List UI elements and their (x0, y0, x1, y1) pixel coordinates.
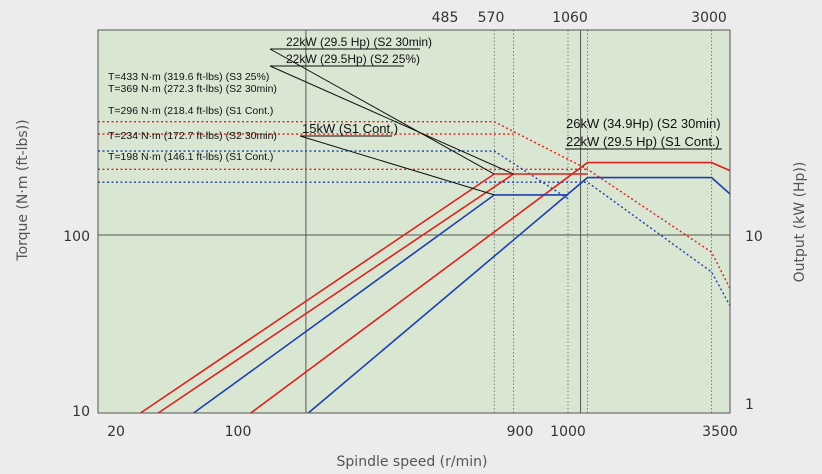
x-axis-title: Spindle speed (r/min) (337, 454, 488, 470)
series-line-6 (140, 173, 588, 414)
curve-label-6: 22kW (29.5 Hp) (S2 30min) (286, 35, 432, 49)
series-line-1 (98, 120, 731, 289)
labels-layer: T=433 N·m (319.6 ft-lbs) (S3 25%)T=369 N… (108, 35, 721, 163)
x-tick-top-3000: 3000 (691, 10, 727, 26)
annotation-leader-2 (269, 65, 514, 175)
series-line-8 (250, 161, 731, 414)
x-tick-bottom-1000: 1000 (550, 424, 586, 440)
curve-label-7: 22kW (29.5Hp) (S2 25%) (286, 52, 420, 66)
y-axis-title-left: Torque (N·m (ft-lbs)) (15, 119, 31, 261)
plot-area (98, 30, 730, 413)
series-layer (98, 48, 731, 414)
curve-label-1: T=433 N·m (319.6 ft-lbs) (S3 25%) (108, 71, 269, 83)
x-tick-bottom-100: 100 (225, 424, 252, 440)
series-line-7 (157, 173, 514, 414)
y-tick-right-10: 10 (745, 229, 763, 245)
curve-label-3: T=296 N·m (218.4 ft-lbs) (S1 Cont.) (108, 105, 273, 117)
x-tick-top-1060: 1060 (552, 10, 588, 26)
x-tick-bottom-900: 900 (507, 424, 534, 440)
series-line-5 (98, 181, 731, 307)
y-axis-title-right: Output (kW (Hp)) (792, 162, 808, 283)
y-tick-left-100: 100 (63, 229, 90, 245)
annotation-leader-1 (269, 48, 495, 175)
curve-label-8: 15kW (S1 Cont.) (302, 121, 398, 136)
curve-label-10: 22kW (29.5 Hp) (S1 Cont.) (566, 134, 720, 149)
x-tick-bottom-20: 20 (107, 424, 125, 440)
x-tick-top-570: 570 (478, 10, 505, 26)
series-line-3 (98, 150, 569, 200)
x-ticks-bottom: 20 100 900 1000 3500 (107, 424, 738, 440)
y-ticks-right: 10 1 (745, 229, 763, 413)
y-tick-right-1: 1 (745, 397, 754, 413)
x-tick-top-485: 485 (432, 10, 459, 26)
curve-label-4: T=234 N·m (172.7 ft-lbs) (S2 30min) (108, 130, 277, 142)
series-line-9 (193, 194, 568, 414)
plot-border (97, 29, 731, 414)
y-ticks-left: 100 10 (63, 229, 90, 420)
x-ticks-top: 485 570 1060 3000 (432, 10, 727, 26)
x-tick-bottom-3500: 3500 (702, 424, 738, 440)
curve-label-5: T=198 N·m (146.1 ft-lbs) (S1 Cont.) (108, 151, 273, 163)
y-tick-left-10: 10 (72, 404, 90, 420)
series-line-10 (307, 176, 731, 414)
vertical-grid (305, 30, 713, 413)
annotation-leader-3 (299, 135, 495, 196)
curve-label-2: T=369 N·m (272.3 ft-lbs) (S2 30min) (108, 83, 277, 95)
curve-label-9: 26kW (34.9Hp) (S2 30min) (566, 116, 721, 131)
